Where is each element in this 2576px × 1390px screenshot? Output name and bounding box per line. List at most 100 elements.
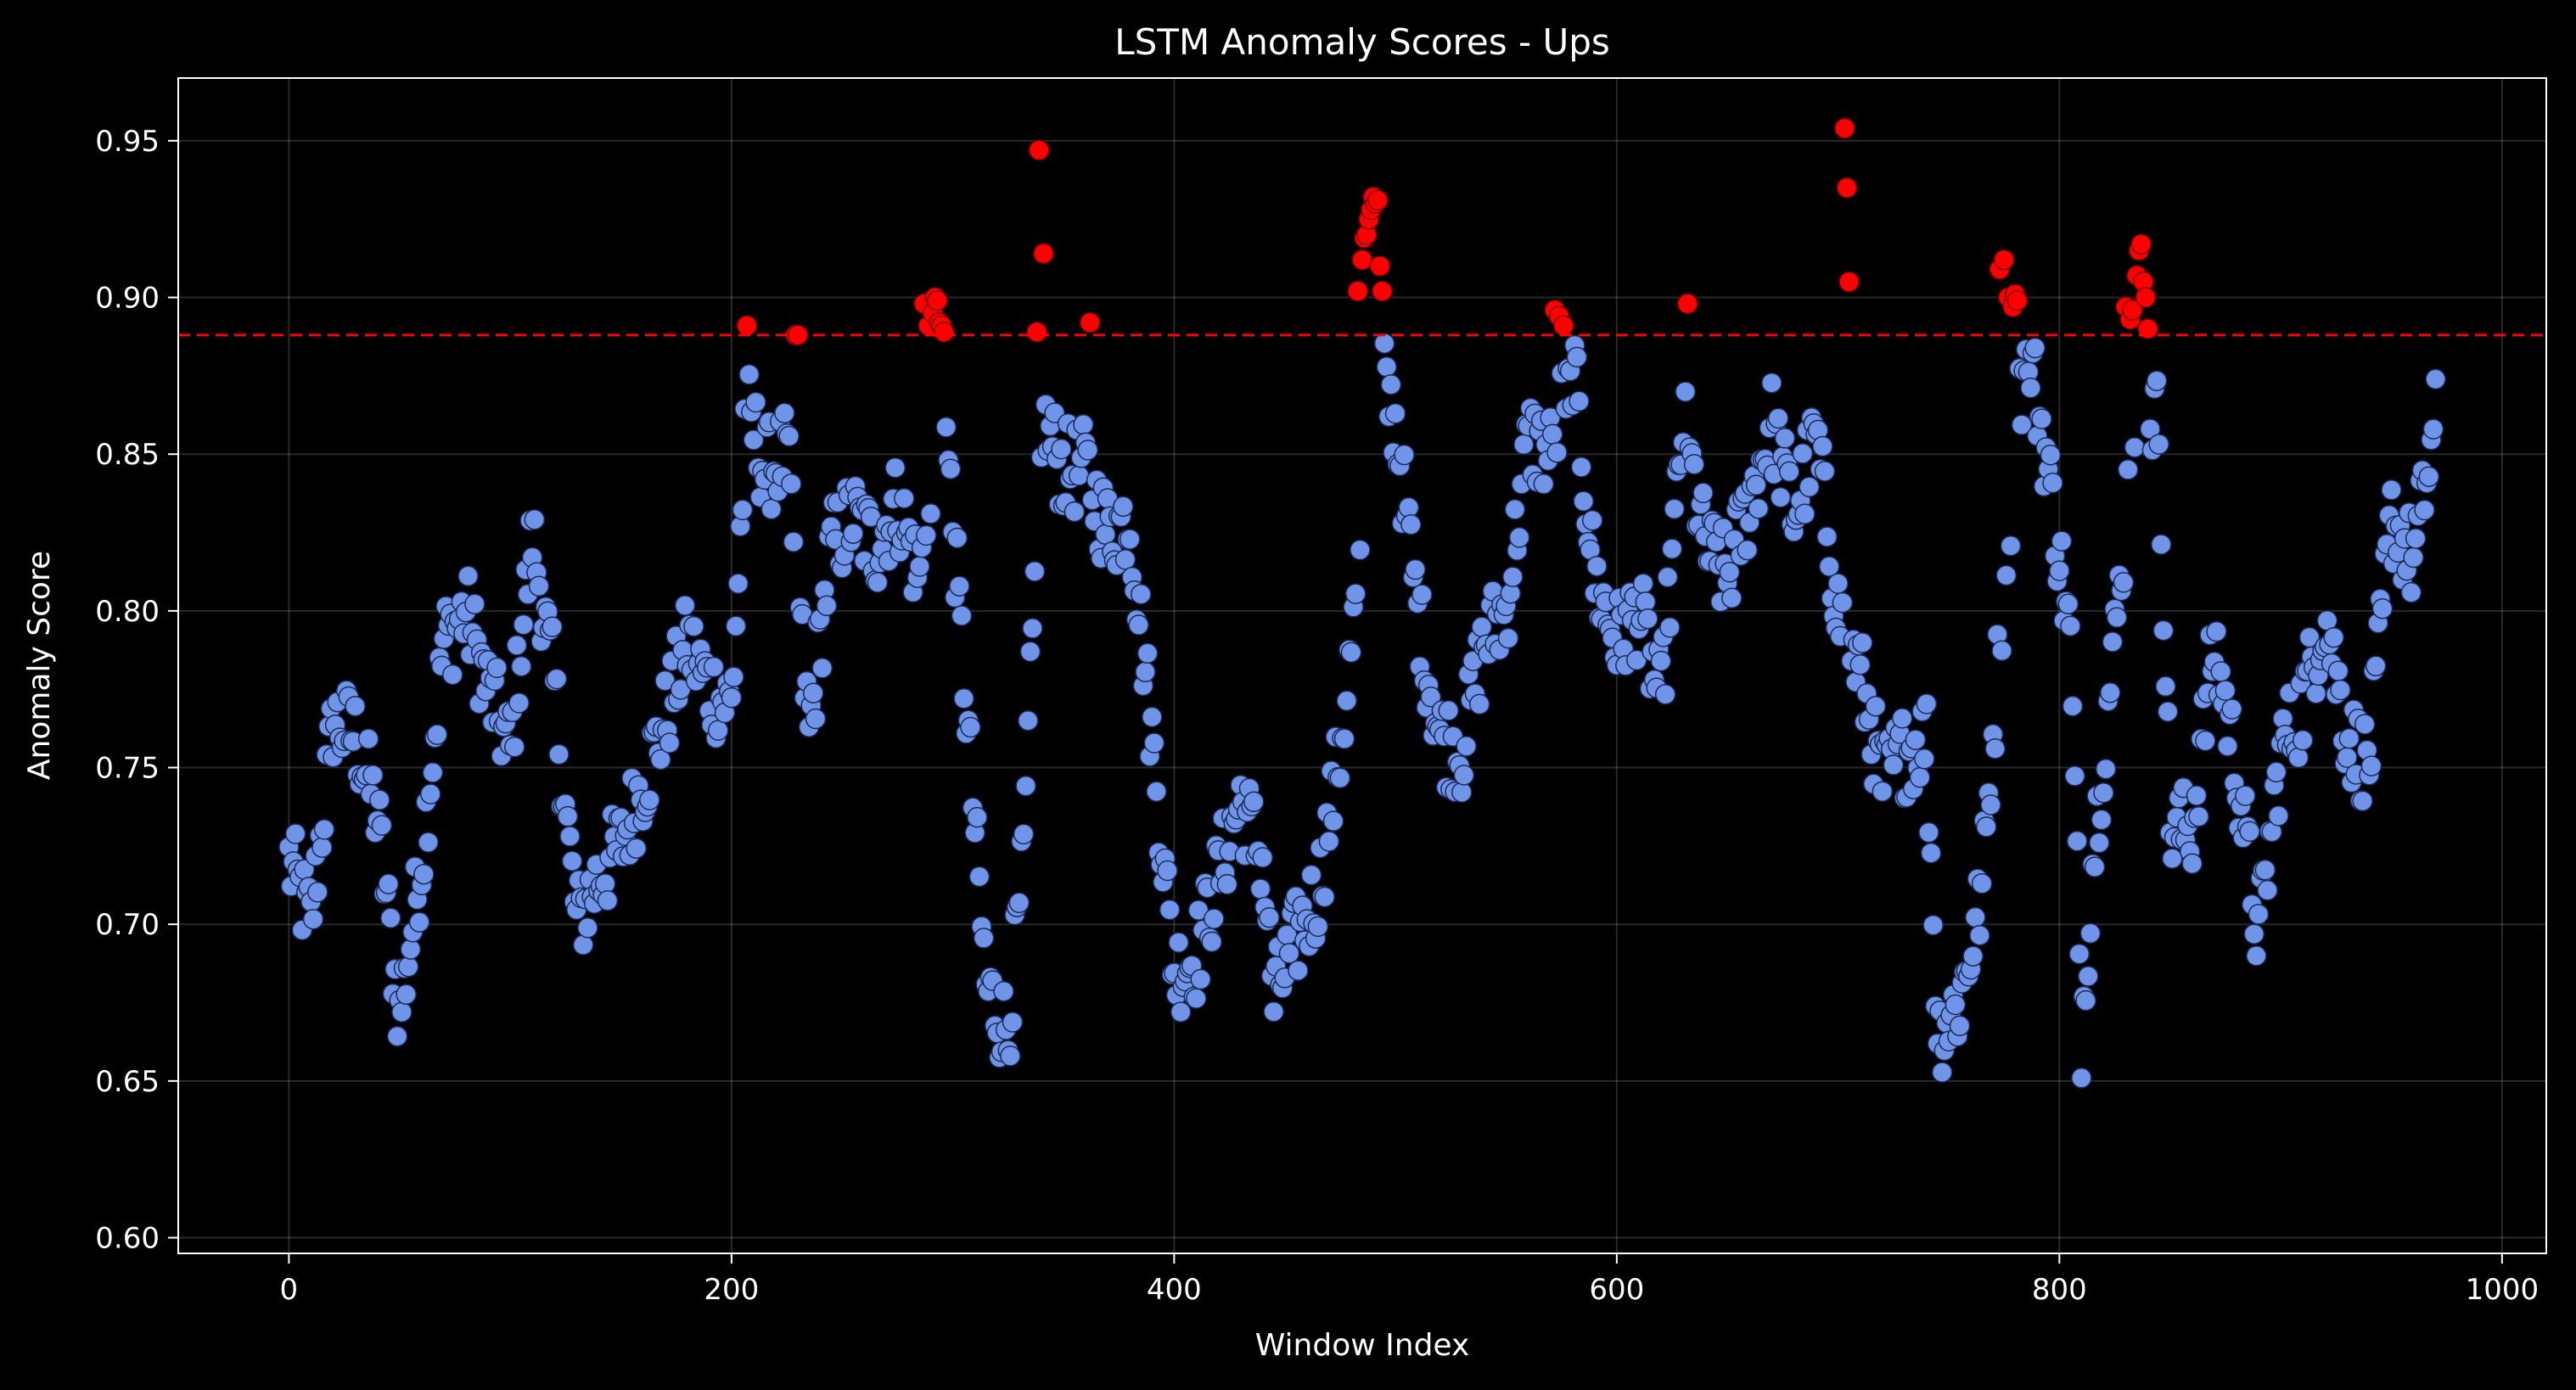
data-point xyxy=(1278,943,1300,964)
data-point xyxy=(524,508,546,530)
data-point xyxy=(1657,566,1679,588)
data-point xyxy=(1186,988,1207,1009)
data-point xyxy=(1504,499,1526,520)
data-point xyxy=(408,911,430,933)
data-point xyxy=(2091,809,2113,831)
anomaly-point xyxy=(1351,249,1373,271)
data-point xyxy=(723,666,744,687)
data-point xyxy=(967,806,988,828)
data-point xyxy=(371,815,393,836)
data-point xyxy=(2210,661,2231,682)
data-point xyxy=(1077,440,1098,461)
data-point xyxy=(951,605,973,626)
data-point xyxy=(1201,931,1222,953)
data-point xyxy=(1380,373,1402,395)
data-point xyxy=(1778,461,1800,483)
data-point xyxy=(1654,684,1676,705)
data-point xyxy=(725,615,747,637)
data-point xyxy=(1659,617,1681,638)
data-point xyxy=(2418,466,2440,487)
data-point xyxy=(2071,1068,2092,1089)
data-point xyxy=(1995,564,2018,586)
data-point xyxy=(960,716,981,738)
data-point xyxy=(1770,486,1792,508)
data-point xyxy=(683,615,704,637)
data-point xyxy=(2405,528,2427,549)
data-point xyxy=(1818,556,1840,577)
data-point xyxy=(1816,526,1838,547)
data-point xyxy=(1329,767,1351,789)
data-point xyxy=(1883,754,1905,776)
data-point xyxy=(1626,649,1647,671)
data-point xyxy=(1918,821,1939,844)
data-point xyxy=(464,593,485,615)
data-point xyxy=(1259,906,1280,928)
data-point xyxy=(1000,1045,1021,1067)
data-point xyxy=(1650,650,1672,672)
data-point xyxy=(909,556,930,577)
data-point xyxy=(2024,337,2046,359)
data-point xyxy=(732,499,754,521)
data-point xyxy=(1632,573,1654,594)
data-point xyxy=(1569,390,1590,412)
data-point xyxy=(2040,444,2062,466)
data-point xyxy=(2062,695,2084,717)
data-point xyxy=(1748,497,1769,519)
data-point xyxy=(953,687,974,709)
data-point xyxy=(2268,805,2289,827)
data-point xyxy=(916,524,937,546)
data-point xyxy=(2206,620,2227,642)
data-point xyxy=(659,732,681,754)
data-point xyxy=(1394,444,1415,466)
data-point xyxy=(2246,945,2267,967)
data-point xyxy=(1318,831,1340,852)
data-point xyxy=(884,457,906,479)
data-point xyxy=(816,595,838,617)
anomaly-point xyxy=(736,315,758,337)
data-point xyxy=(968,866,991,888)
data-point xyxy=(2365,655,2387,677)
data-point xyxy=(561,850,583,872)
data-point xyxy=(1971,872,1993,894)
y-tick-label: 0.85 xyxy=(95,438,160,472)
data-point xyxy=(2095,758,2117,780)
data-point xyxy=(1664,498,1685,519)
data-point xyxy=(2000,535,2022,557)
data-point xyxy=(1333,728,1355,749)
data-point xyxy=(1018,709,1039,731)
data-point xyxy=(506,635,528,656)
data-point xyxy=(1157,860,1178,882)
data-point xyxy=(654,670,676,692)
anomaly-point xyxy=(1029,139,1050,161)
data-point xyxy=(1976,816,1997,838)
data-point xyxy=(1400,513,1422,535)
data-point xyxy=(1019,641,1041,663)
data-point xyxy=(2381,479,2402,501)
data-point xyxy=(946,527,968,549)
data-point xyxy=(920,503,941,524)
data-point xyxy=(1661,538,1683,559)
data-point xyxy=(1170,1001,1192,1023)
y-tick-label: 0.70 xyxy=(95,908,160,942)
data-point xyxy=(1745,474,1767,496)
y-tick-label: 0.95 xyxy=(95,125,160,159)
data-point xyxy=(597,890,619,911)
data-point xyxy=(1761,372,1782,394)
data-point xyxy=(1799,476,1820,498)
data-point xyxy=(1051,438,1072,460)
data-point xyxy=(2020,377,2041,399)
data-point xyxy=(2155,675,2176,698)
data-point xyxy=(1920,842,1942,864)
data-point xyxy=(1812,435,1833,457)
data-point xyxy=(546,668,568,690)
data-point xyxy=(1398,496,1420,518)
anomaly-point xyxy=(2137,318,2158,339)
data-point xyxy=(1914,748,1935,770)
data-point xyxy=(1497,627,1519,649)
data-point xyxy=(805,708,827,730)
data-point xyxy=(391,1001,412,1023)
data-point xyxy=(1502,566,1524,587)
data-point xyxy=(2414,499,2435,521)
data-point xyxy=(2352,790,2373,812)
data-point xyxy=(1131,583,1152,605)
